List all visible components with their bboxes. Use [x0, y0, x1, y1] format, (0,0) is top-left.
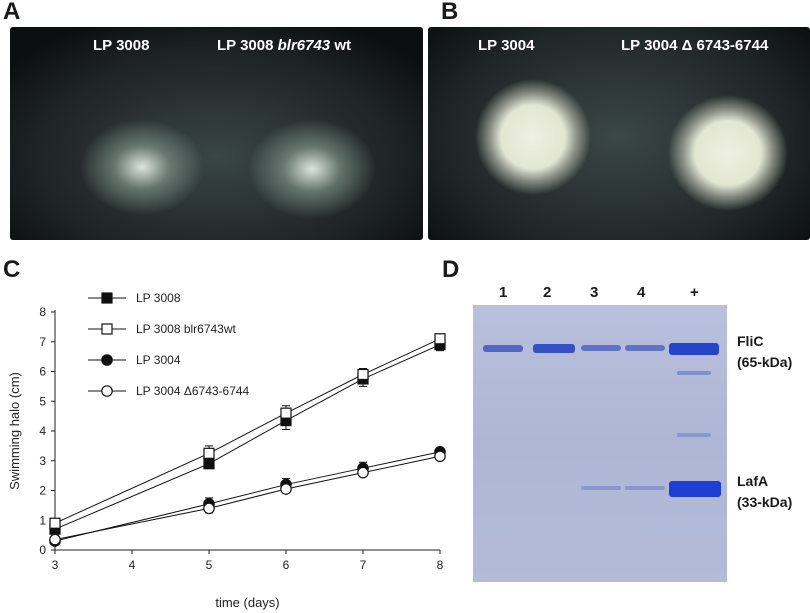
panel-b-letter: B: [441, 0, 459, 25]
legend-label: LP 3004 Δ6743-6744: [136, 384, 250, 398]
minor-band-lane-plus-2: [677, 433, 711, 437]
fliC-band-lane-2: [533, 344, 575, 353]
y-tick-label: 3: [39, 454, 46, 468]
data-point: [49, 517, 61, 529]
lane-number-3: 3: [590, 284, 599, 301]
panel-a-right-label-suffix: wt: [330, 37, 351, 54]
legend-marker: [101, 292, 113, 304]
data-point: [280, 407, 292, 419]
lane-number-1: 1: [499, 284, 508, 301]
legend-marker: [101, 354, 113, 366]
fliC-band-lane-plus: [669, 343, 719, 355]
minor-band-lane-plus-1: [677, 371, 711, 375]
y-tick-label: 8: [39, 305, 46, 319]
x-axis-label: time (days): [215, 595, 279, 610]
panel-b-left-label: LP 3004: [478, 37, 535, 54]
x-tick-label: 6: [283, 558, 290, 572]
panel-a-right-label-gene: blr6743: [277, 37, 331, 54]
y-tick-label: 6: [39, 365, 46, 379]
lane-number-5: +: [690, 284, 699, 301]
legend-marker: [101, 323, 113, 335]
data-point: [357, 466, 369, 479]
band-label-flic: FliC (65-kDa): [737, 331, 792, 373]
legend-label: LP 3008 blr6743wt: [136, 322, 237, 336]
panel-a-left-label: LP 3008: [93, 37, 150, 54]
x-tick-label: 3: [52, 558, 59, 572]
series-line-2: [54, 338, 441, 524]
y-axis-label: Swimming halo (cm): [7, 372, 22, 490]
panel-a-right-label-prefix: LP 3008: [217, 37, 278, 54]
lafA-band-lane-4: [625, 486, 665, 490]
x-tick-label: 8: [437, 558, 444, 572]
y-tick-label: 7: [39, 335, 46, 349]
band-label-name: LafA: [737, 473, 769, 489]
band-label-size: (33-kDa): [737, 494, 793, 510]
legend-label: LP 3008: [136, 291, 181, 305]
data-point: [434, 450, 446, 463]
fliC-band-lane-4: [625, 345, 665, 351]
fliC-band-lane-1: [483, 345, 523, 352]
legend-label: LP 3004: [136, 353, 181, 367]
panel-b-right-label: LP 3004 Δ 6743-6744: [621, 37, 769, 54]
lane-number-2: 2: [543, 284, 552, 301]
sds-page-gel: [473, 305, 727, 582]
data-point: [203, 502, 215, 515]
band-label-size: (65-kDa): [737, 354, 793, 370]
lane-number-4: 4: [637, 284, 646, 301]
panel-c-letter: C: [3, 256, 21, 283]
panel-b-plate-photo: LP 3004 LP 3004 Δ 6743-6744: [428, 27, 810, 240]
x-tick-label: 7: [360, 558, 367, 572]
y-tick-label: 1: [39, 513, 46, 527]
panel-d-letter: D: [442, 256, 460, 283]
panel-a-plate-photo: LP 3008 LP 3008 blr6743 wt: [10, 27, 423, 240]
x-tick-label: 5: [206, 558, 213, 572]
y-tick-label: 0: [39, 543, 46, 557]
panel-a-right-label: LP 3008 blr6743 wt: [217, 37, 351, 54]
y-tick-label: 4: [39, 424, 46, 438]
data-point: [434, 333, 446, 345]
y-tick-label: 2: [39, 484, 46, 498]
series-line-1: [54, 344, 441, 530]
legend-marker: [101, 385, 113, 397]
band-label-lafa: LafA (33-kDa): [737, 471, 792, 513]
data-point: [357, 368, 369, 381]
y-tick-label: 5: [39, 394, 46, 408]
panel-a-letter: A: [3, 0, 21, 25]
data-point: [49, 533, 61, 546]
fliC-band-lane-3: [581, 345, 621, 351]
x-tick-label: 4: [129, 558, 136, 572]
band-label-name: FliC: [737, 333, 764, 349]
swimming-halo-line-chart: 0 1 2 3 4 5 6 7 8 3 4 5 6 7 8 time (days) Swimming halo …: [7, 291, 446, 610]
data-point: [280, 483, 292, 495]
data-point: [203, 447, 215, 459]
lafA-band-lane-plus: [669, 481, 721, 497]
lafA-band-lane-3: [581, 486, 621, 490]
